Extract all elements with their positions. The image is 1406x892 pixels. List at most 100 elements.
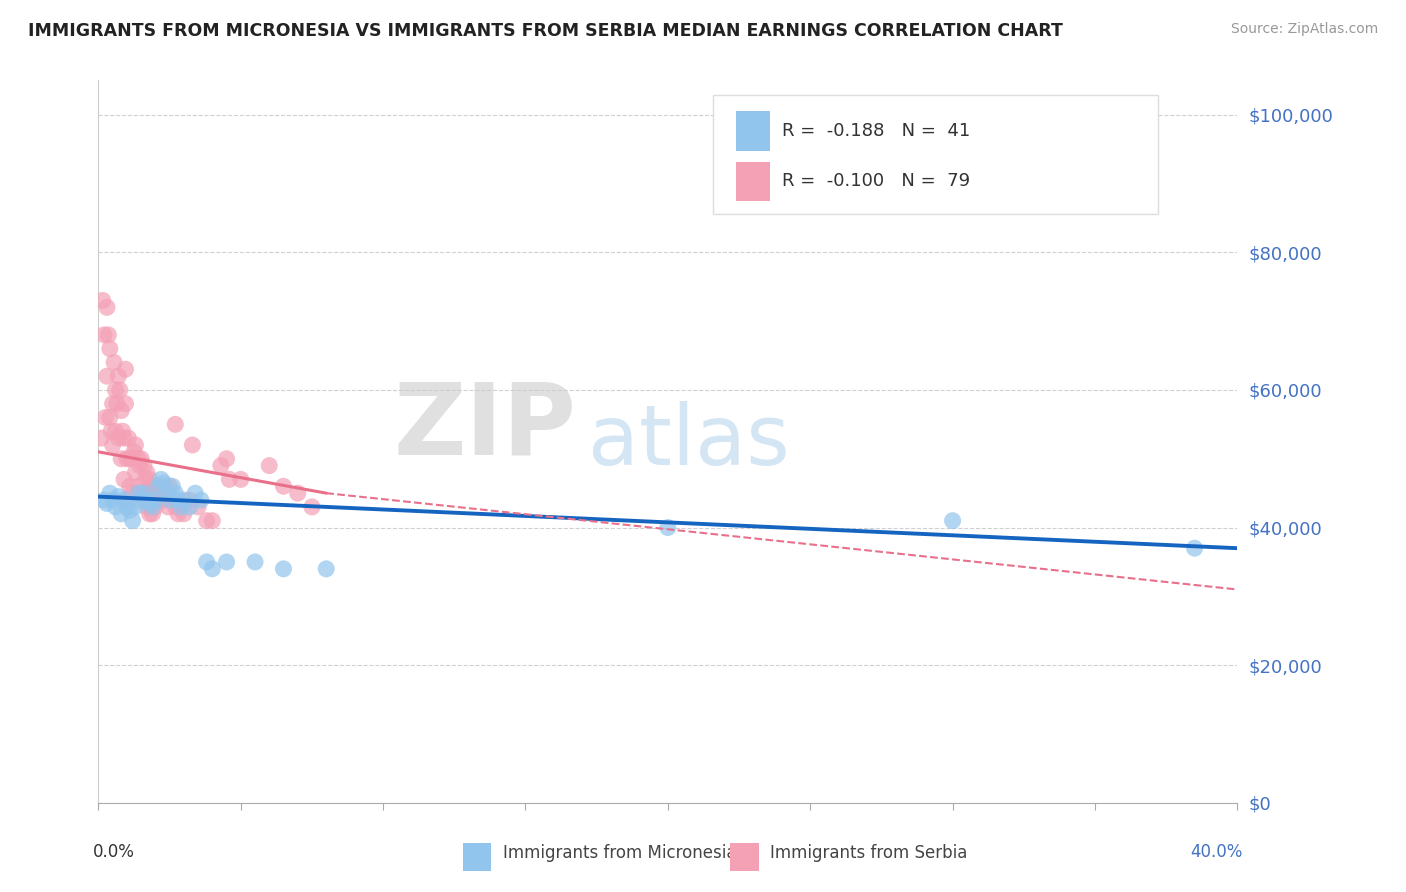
- Point: [114, 397, 136, 411]
- Point: [115, 500, 138, 514]
- Point: [156, 486, 179, 500]
- Point: [104, 424, 127, 438]
- Text: Immigrants from Serbia: Immigrants from Serbia: [770, 845, 967, 863]
- Point: [273, 479, 295, 493]
- Text: Source: ZipAtlas.com: Source: ZipAtlas.com: [1230, 22, 1378, 37]
- Point: [121, 514, 143, 528]
- Point: [173, 507, 195, 521]
- Point: [1184, 541, 1206, 556]
- Point: [165, 486, 187, 500]
- Point: [135, 500, 157, 514]
- Point: [124, 500, 146, 514]
- Text: 0.0%: 0.0%: [93, 843, 135, 861]
- Point: [103, 355, 125, 369]
- Point: [121, 486, 143, 500]
- Point: [156, 486, 179, 500]
- Point: [104, 500, 127, 514]
- Point: [98, 410, 121, 425]
- Point: [110, 507, 132, 521]
- Point: [215, 451, 238, 466]
- Point: [107, 490, 129, 504]
- Point: [112, 472, 135, 486]
- FancyBboxPatch shape: [713, 95, 1157, 214]
- Point: [129, 486, 152, 500]
- Point: [165, 500, 187, 514]
- Point: [112, 493, 135, 508]
- Point: [115, 451, 138, 466]
- Point: [195, 514, 218, 528]
- Text: 40.0%: 40.0%: [1191, 843, 1243, 861]
- Point: [132, 458, 155, 473]
- Point: [127, 451, 149, 466]
- Point: [273, 562, 295, 576]
- Point: [135, 493, 157, 508]
- Point: [145, 479, 167, 493]
- Point: [134, 472, 156, 486]
- Point: [190, 493, 212, 508]
- Text: R =  -0.188   N =  41: R = -0.188 N = 41: [782, 122, 970, 140]
- Point: [229, 472, 252, 486]
- Text: atlas: atlas: [588, 401, 790, 482]
- Point: [104, 383, 127, 397]
- Point: [209, 458, 232, 473]
- Point: [179, 493, 201, 508]
- Text: IMMIGRANTS FROM MICRONESIA VS IMMIGRANTS FROM SERBIA MEDIAN EARNINGS CORRELATION: IMMIGRANTS FROM MICRONESIA VS IMMIGRANTS…: [28, 22, 1063, 40]
- Point: [287, 486, 309, 500]
- Point: [167, 493, 190, 508]
- Point: [93, 493, 115, 508]
- Point: [218, 472, 240, 486]
- Point: [148, 493, 170, 508]
- Point: [162, 493, 184, 508]
- Text: Immigrants from Micronesia: Immigrants from Micronesia: [503, 845, 737, 863]
- Point: [146, 486, 169, 500]
- Text: ZIP: ZIP: [394, 378, 576, 475]
- Bar: [731, 843, 759, 871]
- Point: [150, 486, 173, 500]
- Point: [138, 496, 160, 510]
- Point: [153, 479, 176, 493]
- Point: [101, 493, 124, 508]
- Point: [124, 466, 146, 480]
- Point: [114, 362, 136, 376]
- Point: [97, 327, 120, 342]
- Point: [187, 500, 209, 514]
- Point: [170, 500, 193, 514]
- Point: [259, 458, 281, 473]
- Point: [167, 507, 190, 521]
- Point: [118, 503, 141, 517]
- Point: [152, 493, 174, 508]
- Point: [157, 500, 180, 514]
- Point: [127, 479, 149, 493]
- Point: [101, 438, 124, 452]
- Point: [141, 500, 163, 514]
- Point: [94, 410, 117, 425]
- Point: [145, 500, 167, 514]
- Point: [127, 486, 149, 500]
- Point: [132, 486, 155, 500]
- Point: [128, 458, 150, 473]
- Point: [129, 493, 152, 508]
- Point: [179, 500, 201, 514]
- Point: [201, 562, 224, 576]
- Point: [942, 514, 965, 528]
- Point: [101, 397, 124, 411]
- Point: [181, 438, 204, 452]
- Bar: [463, 843, 491, 871]
- Point: [138, 507, 160, 521]
- Point: [301, 500, 323, 514]
- Point: [165, 417, 187, 432]
- Bar: [737, 161, 770, 202]
- Point: [112, 431, 135, 445]
- Point: [243, 555, 266, 569]
- Point: [121, 451, 143, 466]
- Point: [315, 562, 337, 576]
- Point: [111, 424, 134, 438]
- Point: [98, 342, 121, 356]
- Point: [118, 451, 141, 466]
- Point: [195, 555, 218, 569]
- Point: [184, 486, 207, 500]
- Point: [132, 493, 155, 508]
- Point: [135, 466, 157, 480]
- Point: [91, 293, 114, 308]
- Point: [117, 431, 139, 445]
